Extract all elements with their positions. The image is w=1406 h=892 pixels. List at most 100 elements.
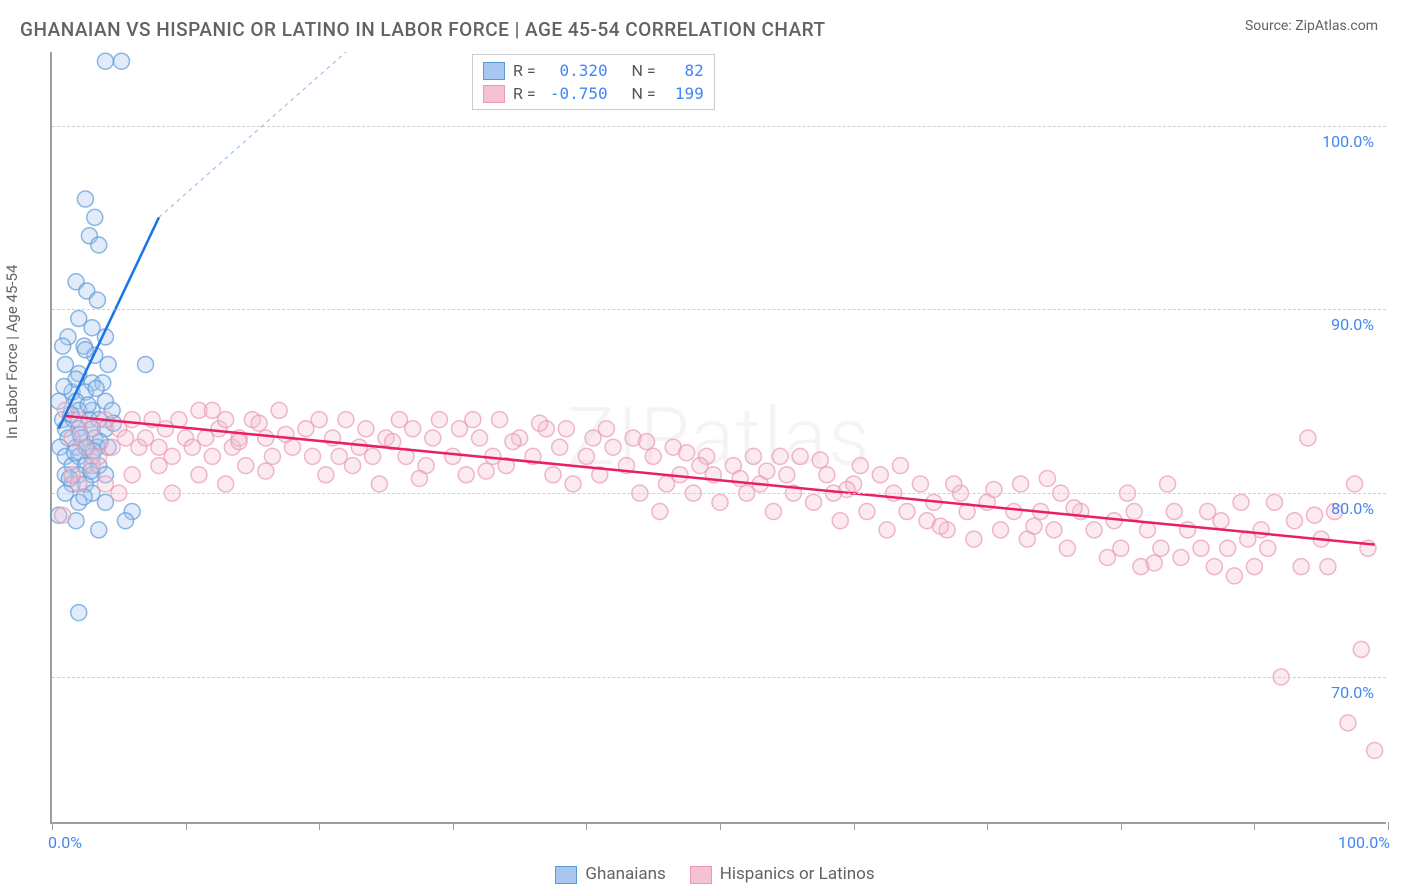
data-point bbox=[91, 237, 107, 253]
data-point bbox=[1006, 504, 1022, 520]
data-point bbox=[478, 463, 494, 479]
data-point bbox=[1206, 559, 1222, 575]
x-tick-label: 0.0% bbox=[48, 833, 82, 852]
data-point bbox=[1126, 504, 1142, 520]
data-point bbox=[819, 467, 835, 483]
data-point bbox=[552, 439, 568, 455]
data-point bbox=[345, 458, 361, 474]
chart-title: GHANAIAN VS HISPANIC OR LATINO IN LABOR … bbox=[20, 18, 826, 41]
data-point bbox=[1353, 641, 1369, 657]
data-point bbox=[839, 481, 855, 497]
data-point bbox=[171, 412, 187, 428]
legend-swatch-2 bbox=[690, 866, 712, 884]
data-point bbox=[71, 605, 87, 621]
source-label: Source: bbox=[1245, 18, 1292, 34]
data-point bbox=[431, 412, 447, 428]
data-point bbox=[191, 467, 207, 483]
data-point bbox=[311, 412, 327, 428]
scatter-plot-svg bbox=[52, 52, 1386, 822]
x-tick bbox=[720, 822, 721, 830]
x-tick bbox=[186, 822, 187, 830]
x-tick bbox=[987, 822, 988, 830]
data-point bbox=[1307, 507, 1323, 523]
legend-swatch bbox=[483, 85, 505, 103]
data-point bbox=[258, 430, 274, 446]
data-point bbox=[371, 476, 387, 492]
data-point bbox=[598, 421, 614, 437]
legend-row: R =-0.750 N =199 bbox=[483, 82, 704, 105]
data-point bbox=[578, 448, 594, 464]
correlation-legend: R =0.320 N =82R =-0.750 N =199 bbox=[472, 54, 715, 110]
data-point bbox=[278, 426, 294, 442]
data-point bbox=[1347, 476, 1363, 492]
data-point bbox=[1086, 522, 1102, 538]
data-point bbox=[1153, 540, 1169, 556]
data-point bbox=[852, 458, 868, 474]
legend-r-label: R = bbox=[513, 61, 536, 80]
data-point bbox=[204, 448, 220, 464]
data-point bbox=[545, 467, 561, 483]
data-point bbox=[966, 531, 982, 547]
data-point bbox=[338, 412, 354, 428]
data-point bbox=[879, 522, 895, 538]
data-point bbox=[1246, 559, 1262, 575]
data-point bbox=[100, 356, 116, 372]
data-point bbox=[425, 430, 441, 446]
data-point bbox=[679, 445, 695, 461]
data-point bbox=[218, 476, 234, 492]
data-point bbox=[204, 402, 220, 418]
data-point bbox=[745, 448, 761, 464]
data-point bbox=[1226, 568, 1242, 584]
y-axis-label: In Labor Force | Age 45-54 bbox=[3, 265, 21, 439]
data-point bbox=[532, 415, 548, 431]
data-point bbox=[1180, 522, 1196, 538]
data-point bbox=[1220, 540, 1236, 556]
source-attribution: Source: ZipAtlas.com bbox=[1245, 18, 1378, 34]
data-point bbox=[365, 448, 381, 464]
x-tick bbox=[453, 822, 454, 830]
data-point bbox=[251, 415, 267, 431]
data-point bbox=[55, 507, 71, 523]
x-tick-label: 100.0% bbox=[1338, 833, 1390, 852]
source-name: ZipAtlas.com bbox=[1295, 18, 1378, 34]
data-point bbox=[1113, 540, 1129, 556]
data-point bbox=[505, 434, 521, 450]
data-point bbox=[56, 379, 72, 395]
gridline bbox=[52, 677, 1386, 678]
x-tick bbox=[586, 822, 587, 830]
legend-n-value: 199 bbox=[664, 84, 704, 103]
data-point bbox=[1166, 504, 1182, 520]
x-tick bbox=[1388, 822, 1389, 830]
data-point bbox=[765, 504, 781, 520]
data-point bbox=[113, 53, 129, 69]
data-point bbox=[472, 430, 488, 446]
y-tick-label: 80.0% bbox=[1331, 499, 1374, 518]
legend-swatch bbox=[483, 62, 505, 80]
data-point bbox=[138, 356, 154, 372]
data-point bbox=[692, 458, 708, 474]
data-point bbox=[1160, 476, 1176, 492]
data-point bbox=[1026, 518, 1042, 534]
x-tick bbox=[1254, 822, 1255, 830]
data-point bbox=[258, 463, 274, 479]
data-point bbox=[792, 448, 808, 464]
data-point bbox=[986, 481, 1002, 497]
legend-n-label: N = bbox=[632, 84, 656, 103]
data-point bbox=[712, 494, 728, 510]
legend-r-value: 0.320 bbox=[544, 61, 608, 80]
data-point bbox=[264, 448, 280, 464]
data-point bbox=[1140, 522, 1156, 538]
legend-series-1: Ghanaians bbox=[585, 864, 665, 884]
data-point bbox=[88, 380, 104, 396]
gridline bbox=[52, 309, 1386, 310]
data-point bbox=[1266, 494, 1282, 510]
data-point bbox=[1039, 470, 1055, 486]
data-point bbox=[772, 448, 788, 464]
series-legend: GhanaiansHispanics or Latinos bbox=[0, 864, 1406, 884]
data-point bbox=[1340, 715, 1356, 731]
x-tick bbox=[52, 822, 53, 830]
data-point bbox=[1293, 559, 1309, 575]
data-point bbox=[899, 504, 915, 520]
data-point bbox=[318, 467, 334, 483]
data-point bbox=[1013, 476, 1029, 492]
